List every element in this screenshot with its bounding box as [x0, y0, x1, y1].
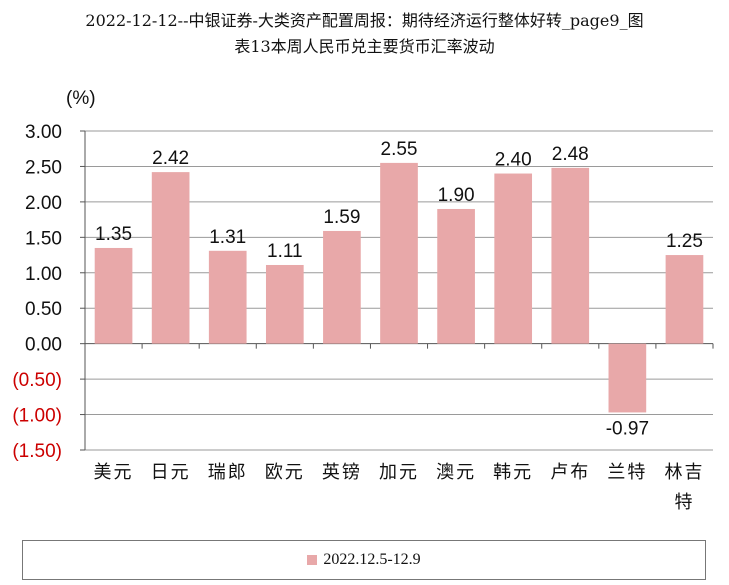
x-tick-label: 英镑	[322, 462, 362, 483]
data-label: 2.48	[552, 144, 589, 165]
data-label: 1.35	[95, 224, 132, 245]
data-label: 2.42	[152, 148, 189, 169]
y-tick-label: 2.00	[25, 193, 62, 214]
data-label: 2.40	[495, 150, 532, 171]
x-tick-label: 瑞郎	[208, 462, 248, 483]
x-tick-label: 美元	[94, 462, 134, 483]
gridlines	[85, 130, 713, 451]
bar	[608, 343, 647, 413]
chart-title-line-2: 表13本周人民币兑主要货币汇率波动	[234, 37, 495, 56]
bar	[551, 167, 590, 344]
y-tick-label: 0.00	[25, 335, 62, 356]
x-tick-label: 特	[674, 492, 694, 513]
x-tick-label: 日元	[151, 462, 191, 483]
legend-swatch	[307, 555, 318, 565]
x-tick-label: 韩元	[493, 462, 533, 483]
data-label: 1.59	[323, 207, 360, 228]
y-tick-label: (1.50)	[12, 441, 62, 462]
bar	[265, 264, 304, 344]
data-label: 1.25	[666, 231, 703, 252]
data-label: 1.11	[267, 241, 303, 262]
legend-label: 2022.12.5-12.9	[323, 551, 421, 568]
x-tick-label: 澳元	[436, 462, 476, 483]
bar	[151, 172, 190, 344]
y-tick-label: 1.50	[25, 228, 62, 249]
data-label: -0.97	[606, 418, 649, 439]
legend: 2022.12.5-12.9	[22, 540, 706, 580]
data-label: 2.55	[381, 139, 418, 160]
x-tick-label: 欧元	[265, 462, 305, 483]
y-tick-label: 2.50	[25, 157, 62, 178]
y-axis-unit-label: (%)	[66, 88, 96, 109]
y-tick-label: 0.50	[25, 299, 62, 320]
bar	[494, 173, 533, 344]
data-labels: 1.35 2.42 1.31 1.11 1.59 2.55 1.90 2.40 2.48 -0.9…	[95, 139, 703, 440]
bar	[208, 250, 247, 344]
y-tick-label: 3.00	[25, 122, 62, 143]
bar	[380, 162, 418, 344]
y-tick-label: (1.00)	[12, 406, 62, 427]
y-tick-label: 1.00	[25, 264, 62, 285]
bar	[323, 230, 361, 344]
data-label: 1.31	[209, 227, 246, 248]
chart-title-line-1: 2022-12-12--中银证券-大类资产配置周报：期待经济运行整体好转_pag…	[85, 11, 644, 30]
y-tick-label: (0.50)	[12, 370, 62, 391]
data-label: 1.90	[438, 185, 475, 206]
bar	[437, 208, 475, 344]
x-tick-label: 加元	[379, 462, 419, 483]
x-tick-labels: 美元 日元 瑞郎 欧元 英镑 加元 澳元 韩元 卢布 兰特 林吉特	[94, 462, 704, 513]
bar	[665, 255, 704, 344]
y-tick-labels: 3.00 2.50 2.00 1.50 1.00 0.50 0.00 (0.50) (1.00)…	[12, 122, 62, 462]
bars	[94, 162, 704, 413]
x-tick-label: 兰特	[607, 462, 647, 483]
bar	[94, 247, 133, 344]
x-tick-label: 林吉	[664, 462, 704, 483]
x-tick-label: 卢布	[550, 462, 590, 483]
chart-title: 2022-12-12--中银证券-大类资产配置周报：期待经济运行整体好转_pag…	[0, 8, 729, 60]
bar-chart: (%) 1.35 2.42 1.31 1.11 1.59 2.55 1.90 2.40 2.48…	[12, 88, 714, 513]
